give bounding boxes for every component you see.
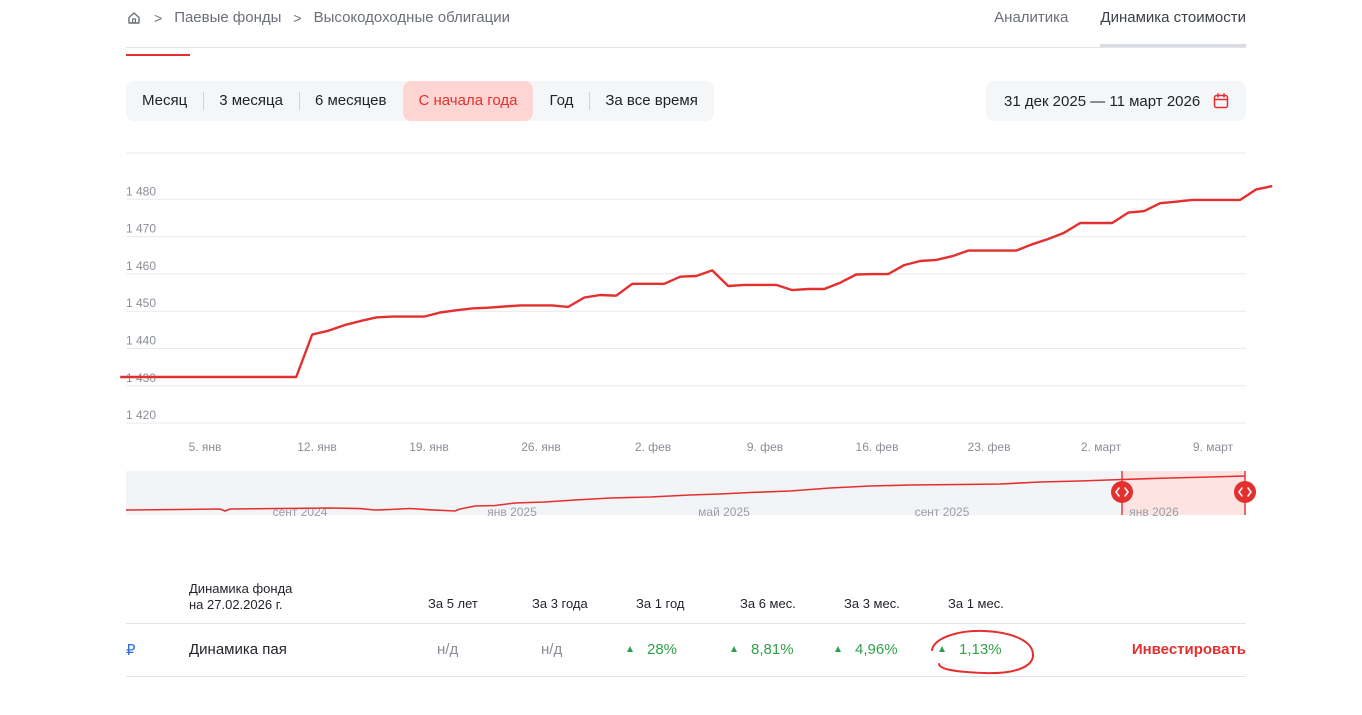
stats-title: Динамика фонда на 27.02.2026 г. xyxy=(189,581,292,613)
col-3-months: За 3 мес. xyxy=(844,596,900,611)
value-text: 8,81% xyxy=(751,641,794,658)
value-text: 1,13% xyxy=(959,641,1002,658)
navigator-x-label: май 2025 xyxy=(698,505,750,519)
top-navigation: > Паевые фонды > Высокодоходные облигаци… xyxy=(126,0,1246,56)
period-3-months[interactable]: 3 месяца xyxy=(203,81,299,121)
x-tick-label: 16. фев xyxy=(856,440,899,454)
value-1-month: 1,13% xyxy=(939,641,1002,658)
stats-header-row: Динамика фонда на 27.02.2026 г. За 5 лет… xyxy=(126,570,1246,624)
breadcrumb-separator: > xyxy=(293,9,302,26)
stats-row-share: ₽ Динамика пая н/д н/д 28% 8,81% 4,96% 1… xyxy=(126,624,1246,677)
fund-stats-table: Динамика фонда на 27.02.2026 г. За 5 лет… xyxy=(126,570,1246,677)
navigator-right-handle[interactable] xyxy=(1234,481,1256,503)
ruble-icon: ₽ xyxy=(126,642,136,659)
home-icon[interactable] xyxy=(126,10,142,26)
y-tick-label: 1 450 xyxy=(126,296,156,310)
navigator-x-label: сент 2025 xyxy=(915,505,970,519)
x-tick-label: 2. фев xyxy=(635,440,671,454)
period-month[interactable]: Месяц xyxy=(142,92,188,109)
x-tick-label: 26. янв xyxy=(521,440,561,454)
period-selector: Месяц 3 месяца 6 месяцев С начала года Г… xyxy=(126,81,714,121)
series-line xyxy=(120,184,1273,379)
up-arrow-icon xyxy=(939,646,945,652)
calendar-icon xyxy=(1212,92,1230,110)
section-tabs: Аналитика Динамика стоимости xyxy=(962,9,1246,47)
period-all-time[interactable]: За все время xyxy=(589,81,713,121)
stats-title-line: Динамика фонда xyxy=(189,581,293,596)
col-1-month: За 1 мес. xyxy=(948,596,1004,611)
period-year[interactable]: Год xyxy=(549,92,574,109)
value-5-years: н/д xyxy=(437,641,459,658)
up-arrow-icon xyxy=(731,646,737,652)
breadcrumb: > Паевые фонды > Высокодоходные облигаци… xyxy=(126,9,510,26)
date-range-picker[interactable]: 31 дек 2025 — 11 март 2026 xyxy=(986,81,1246,121)
period-6-months[interactable]: 6 месяцев xyxy=(298,81,403,121)
y-tick-label: 1 470 xyxy=(126,222,156,236)
value-text: 28% xyxy=(647,641,678,658)
value-3-years: н/д xyxy=(541,641,563,658)
x-tick-label: 5. янв xyxy=(189,440,222,454)
breadcrumb-separator: > xyxy=(154,9,163,26)
col-3-years: За 3 года xyxy=(532,596,588,611)
navigator-left-handle[interactable] xyxy=(1111,481,1133,503)
tab-value-dynamics[interactable]: Динамика стоимости xyxy=(1100,9,1246,47)
breadcrumb-item-fund[interactable]: Высокодоходные облигации xyxy=(313,9,510,26)
date-range-value: 31 дек 2025 — 11 март 2026 xyxy=(1004,92,1201,110)
period-ytd[interactable]: С начала года xyxy=(402,81,534,121)
value-text: 4,96% xyxy=(855,641,898,658)
breadcrumb-item-funds[interactable]: Паевые фонды xyxy=(174,9,282,26)
y-tick-label: 1 460 xyxy=(126,259,156,273)
col-6-months: За 6 мес. xyxy=(740,596,796,611)
col-5-years: За 5 лет xyxy=(428,596,478,611)
y-tick-label: 1 440 xyxy=(126,333,156,347)
navigator-x-label: янв 2025 xyxy=(487,505,537,519)
navigator-x-label: сент 2024 xyxy=(273,505,328,519)
value-3-months: 4,96% xyxy=(835,641,898,658)
active-section-indicator xyxy=(126,54,190,56)
y-tick-label: 1 420 xyxy=(126,408,156,422)
x-tick-label: 19. янв xyxy=(409,440,449,454)
x-tick-label: 2. март xyxy=(1081,440,1122,454)
x-tick-label: 9. март xyxy=(1193,440,1234,454)
up-arrow-icon xyxy=(627,646,633,652)
x-tick-label: 23. фев xyxy=(968,440,1011,454)
col-1-year: За 1 год xyxy=(636,596,685,611)
navigator-x-label: янв 2026 xyxy=(1129,505,1179,519)
invest-button[interactable]: Инвестировать xyxy=(1131,641,1246,658)
x-tick-label: 9. фев xyxy=(747,440,783,454)
x-tick-label: 12. янв xyxy=(297,440,337,454)
value-1-year: 28% xyxy=(627,641,677,658)
chart-navigator: сент 2024 янв 2025 май 2025 сент 2025 янв 20… xyxy=(125,471,1256,519)
stats-date-line: на 27.02.2026 г. xyxy=(189,597,283,612)
up-arrow-icon xyxy=(835,646,841,652)
tab-analytics[interactable]: Аналитика xyxy=(994,9,1069,26)
y-tick-label: 1 480 xyxy=(126,184,156,198)
row-label: Динамика пая xyxy=(189,641,287,658)
value-6-months: 8,81% xyxy=(731,641,794,658)
navigator-line xyxy=(125,475,1246,512)
